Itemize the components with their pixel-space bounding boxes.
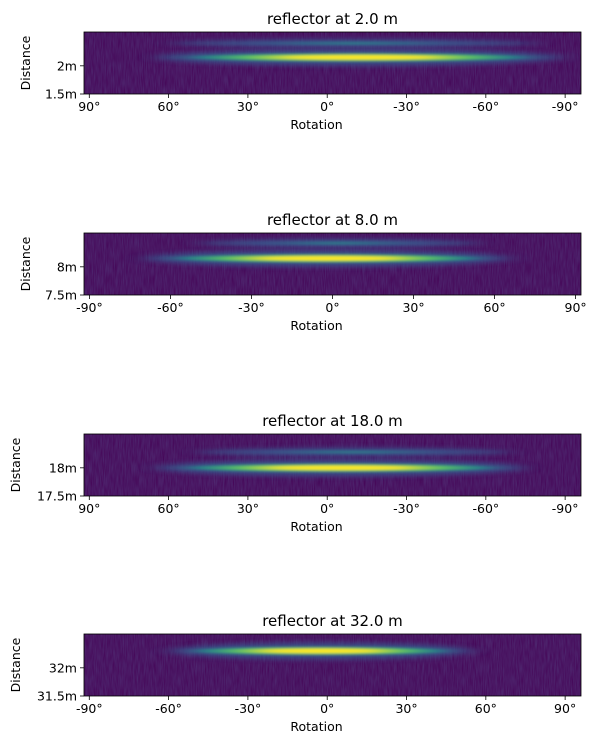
axes-frame [83,633,582,697]
x-tick-label: -90° [552,99,579,114]
x-tick-label: 90° [554,701,576,716]
x-tick-label: 30° [402,300,424,315]
heatmap-area [84,233,581,295]
chart-title: reflector at 18.0 m [262,412,403,430]
y-tick-label: 31.5m [37,689,77,704]
y-tick-label: 18m [49,460,77,475]
reflection-band [176,645,466,656]
x-tick-label: -60° [155,701,182,716]
x-axis-label: Rotation [290,519,342,534]
x-tick-label: -30° [235,701,262,716]
x-axis-label: Rotation [290,719,342,734]
y-axis-label: Distance [8,637,23,692]
heatmap-area [84,634,581,696]
x-tick-label: -90° [76,701,103,716]
x-tick-label: 60° [475,701,497,716]
x-tick-label: 90° [565,300,587,315]
x-tick-label: -60° [472,501,499,516]
y-tick-label: 32m [49,660,77,675]
chart-title: reflector at 8.0 m [267,211,398,229]
reflection-band [202,448,505,456]
heatmap-panel-4: reflector at 32.0 m -90° -60° -30° 0° 30° 60° 9… [8,612,582,734]
x-tick-label: -90° [552,501,579,516]
x-tick-label: -30° [393,501,420,516]
y-tick-label: 17.5m [37,489,77,504]
heatmap-area [84,32,581,94]
y-axis-label: Distance [18,35,33,90]
y-axis-label: Distance [8,437,23,492]
x-tick-label: 60° [158,99,180,114]
x-tick-label: 30° [237,501,259,516]
reflection-band [165,52,553,63]
chart-title: reflector at 2.0 m [267,10,398,28]
heatmap-panel-2: reflector at 8.0 m -90° -60° -30° 0° 30° 60° 90… [18,211,587,333]
x-axis-label: Rotation [290,318,342,333]
x-tick-label: 60° [158,501,180,516]
heatmap-area [84,434,581,496]
x-tick-label: 0° [320,501,334,516]
x-tick-label: -30° [238,300,265,315]
y-tick-label: 1.5m [45,87,77,102]
x-tick-label: 30° [395,701,417,716]
x-tick-label: -60° [472,99,499,114]
x-tick-label: 0° [320,701,334,716]
y-tick-label: 2m [57,58,77,73]
reflection-band [204,239,474,247]
chart-title: reflector at 32.0 m [262,612,403,630]
x-tick-label: 30° [237,99,259,114]
reflection-band [177,40,530,47]
reflection-band [164,462,517,473]
x-tick-label: 60° [483,300,505,315]
x-tick-label: 0° [320,99,334,114]
y-tick-label: 7.5m [45,288,77,303]
axes-frame [83,31,582,95]
y-axis-label: Distance [18,236,33,291]
x-tick-label: 90° [78,501,100,516]
y-tick-label: 8m [57,259,77,274]
axes-frame [83,433,582,497]
x-tick-label: -30° [393,99,420,114]
reflection-band [152,253,502,264]
x-tick-label: 0° [325,300,339,315]
heatmap-panel-3: reflector at 18.0 m 90° 60° 30° 0° -30° -60° -9… [8,412,582,534]
x-tick-label: 90° [78,99,100,114]
x-tick-label: -90° [76,300,103,315]
x-tick-label: -60° [157,300,184,315]
heatmap-panel-1: reflector at 2.0 m 90° 60° 30° 0° -30° -60° -90… [18,10,582,132]
x-axis-label: Rotation [290,117,342,132]
